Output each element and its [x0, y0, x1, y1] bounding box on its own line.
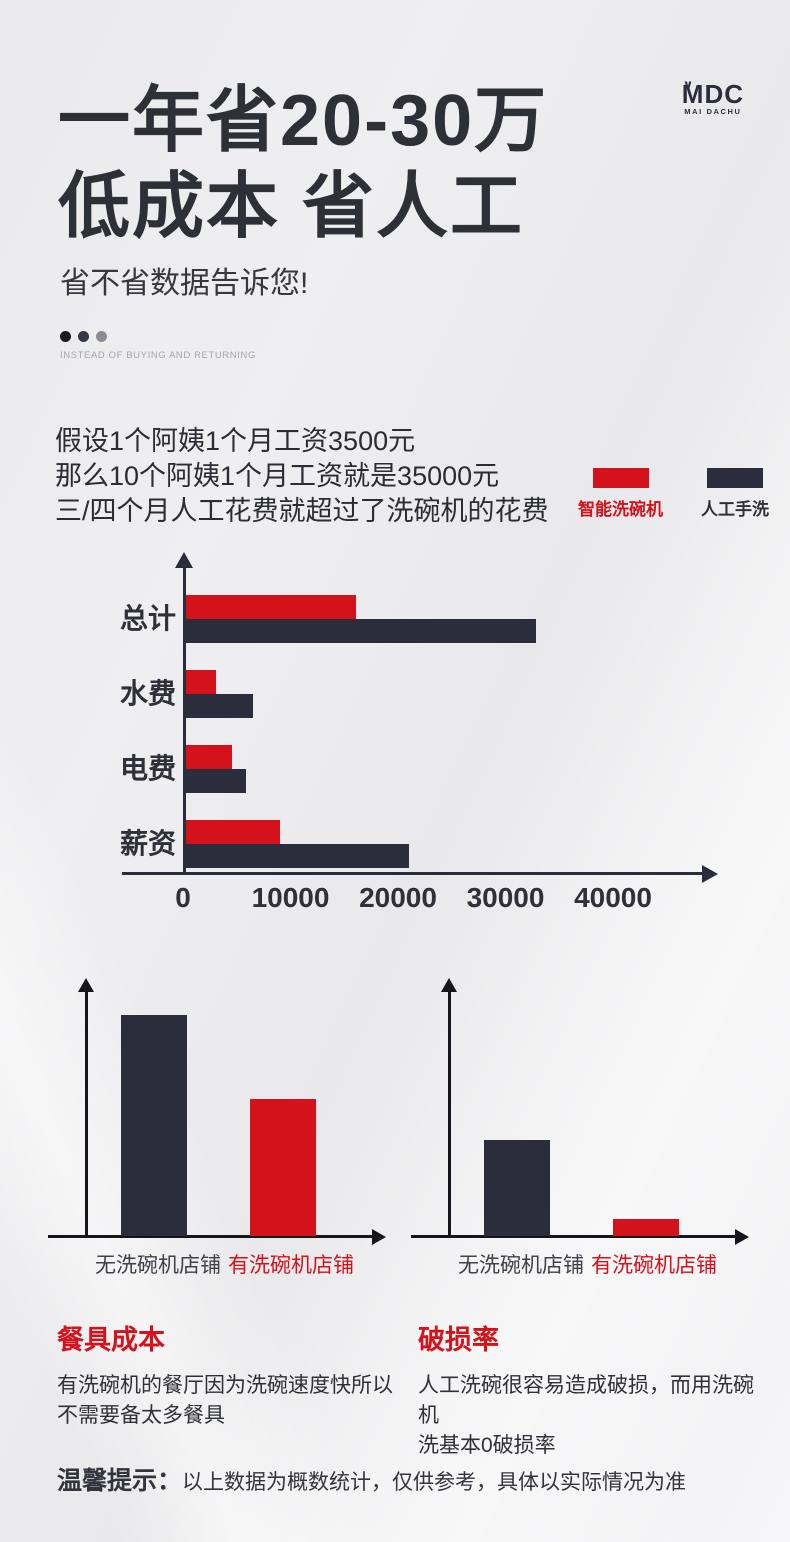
cost-comparison-chart: 总计水费电费薪资 0 10000 20000 30000 40000	[120, 548, 740, 923]
footer-note: 温馨提示：以上数据为概数统计，仅供参考，具体以实际情况为准	[57, 1461, 686, 1497]
divider-caption: INSTEAD OF BUYING AND RETURNING	[60, 350, 256, 361]
x-axis-arrow-icon	[372, 1229, 386, 1245]
bar-dishwasher	[186, 670, 217, 694]
category-label-with-dishwasher: 有洗碗机店铺	[228, 1254, 354, 1277]
chart-legend: 智能洗碗机 人工手洗	[578, 468, 769, 520]
footer-note-text: 以上数据为概数统计，仅供参考，具体以实际情况为准	[182, 1471, 687, 1494]
legend-swatch-navy	[707, 468, 763, 488]
chart-row-2: 水费	[120, 670, 740, 718]
brand-subtext: MAI DACHU	[684, 107, 742, 116]
category-label-with-dishwasher: 有洗碗机店铺	[591, 1254, 717, 1277]
page-subtitle: 省不省数据告诉您!	[60, 267, 309, 300]
x-tick-label: 40000	[574, 882, 652, 913]
bar-manual	[186, 694, 253, 718]
section-body-line-1: 人工洗碗很容易造成破损，而用洗碗机	[418, 1374, 754, 1427]
intro-line-1: 假设1个阿姨1个月工资3500元	[55, 426, 416, 456]
pagination-dot	[96, 331, 107, 342]
bar-dishwasher	[186, 745, 233, 769]
bar-manual	[186, 844, 409, 868]
legend-item-manual: 人工手洗	[701, 468, 769, 520]
pagination-dot	[60, 331, 71, 342]
dishware-cost-chart: 无洗碗机店铺 有洗碗机店铺	[46, 975, 396, 1285]
x-tick-label: 20000	[359, 882, 437, 913]
x-axis	[122, 872, 704, 875]
y-axis-arrow-icon	[78, 978, 94, 992]
bar-manual	[186, 769, 247, 793]
section-damage-rate: 破损率 人工洗碗很容易造成破损，而用洗碗机 洗基本0破损率	[418, 1318, 768, 1461]
chart-row-4: 薪资	[120, 820, 740, 868]
legend-item-dishwasher: 智能洗碗机	[578, 468, 663, 520]
category-label-no-dishwasher: 无洗碗机店铺	[95, 1254, 221, 1277]
bar-no-dishwasher	[484, 1140, 550, 1236]
y-axis	[448, 991, 451, 1237]
title-line-1: 一年省20-30万	[58, 81, 549, 161]
intro-line-2: 那么10个阿姨1个月工资就是35000元	[55, 461, 500, 491]
y-axis-arrow-icon	[441, 978, 457, 992]
x-tick-label: 30000	[466, 882, 545, 913]
section-body-line-2: 不需要备太多餐具	[57, 1404, 225, 1427]
category-label: 电费	[120, 753, 177, 784]
bar-dishwasher	[186, 595, 356, 619]
intro-paragraph: 假设1个阿姨1个月工资3500元 那么10个阿姨1个月工资就是35000元 三/…	[55, 424, 549, 529]
brand-logo-text: ∨ MDC	[681, 77, 744, 109]
section-body-line-2: 洗基本0破损率	[418, 1434, 556, 1457]
y-axis	[85, 991, 88, 1237]
brand-logo: ∨ MDC MAI DACHU	[681, 77, 744, 116]
pagination-dot	[78, 331, 89, 342]
brand-name: MDC	[681, 79, 744, 109]
section-body: 有洗碗机的餐厅因为洗碗速度快所以 不需要备太多餐具	[57, 1371, 407, 1431]
section-title: 破损率	[418, 1325, 499, 1355]
x-axis	[48, 1235, 374, 1238]
section-body-line-1: 有洗碗机的餐厅因为洗碗速度快所以	[57, 1374, 393, 1397]
legend-swatch-red	[592, 468, 649, 488]
bar-dishwasher	[186, 820, 280, 844]
x-axis	[411, 1235, 737, 1238]
bar-with-dishwasher	[250, 1099, 316, 1236]
pagination-dots	[60, 331, 107, 342]
logo-caret-icon: ∨	[682, 77, 695, 92]
category-label: 水费	[120, 678, 177, 709]
chart-row-1: 总计	[120, 595, 740, 643]
title-line-2: 低成本 省人工	[58, 167, 525, 247]
bar-with-dishwasher	[613, 1219, 679, 1236]
x-axis-arrow-icon	[735, 1229, 749, 1245]
category-label: 薪资	[120, 828, 177, 859]
damage-rate-chart: 无洗碗机店铺 有洗碗机店铺	[409, 975, 759, 1285]
footer-note-prefix: 温馨提示：	[57, 1467, 183, 1495]
category-label-no-dishwasher: 无洗碗机店铺	[458, 1254, 584, 1277]
section-dishware-cost: 餐具成本 有洗碗机的餐厅因为洗碗速度快所以 不需要备太多餐具	[57, 1318, 407, 1431]
y-axis	[183, 566, 186, 874]
section-title: 餐具成本	[57, 1325, 165, 1355]
legend-label-manual: 人工手洗	[701, 500, 769, 519]
bar-no-dishwasher	[121, 1015, 187, 1236]
page-title: 一年省20-30万 低成本 省人工	[58, 78, 548, 250]
y-axis-arrow-icon	[175, 552, 193, 568]
bar-manual	[186, 619, 537, 643]
intro-line-3: 三/四个月人工花费就超过了洗碗机的花费	[55, 496, 549, 526]
legend-label-dishwasher: 智能洗碗机	[578, 500, 663, 519]
x-axis-arrow-icon	[702, 865, 718, 883]
x-tick-label: 0	[175, 882, 191, 913]
section-body: 人工洗碗很容易造成破损，而用洗碗机 洗基本0破损率	[418, 1371, 768, 1461]
x-tick-label: 10000	[251, 882, 330, 913]
category-label: 总计	[120, 603, 177, 634]
chart-row-3: 电费	[120, 745, 740, 793]
